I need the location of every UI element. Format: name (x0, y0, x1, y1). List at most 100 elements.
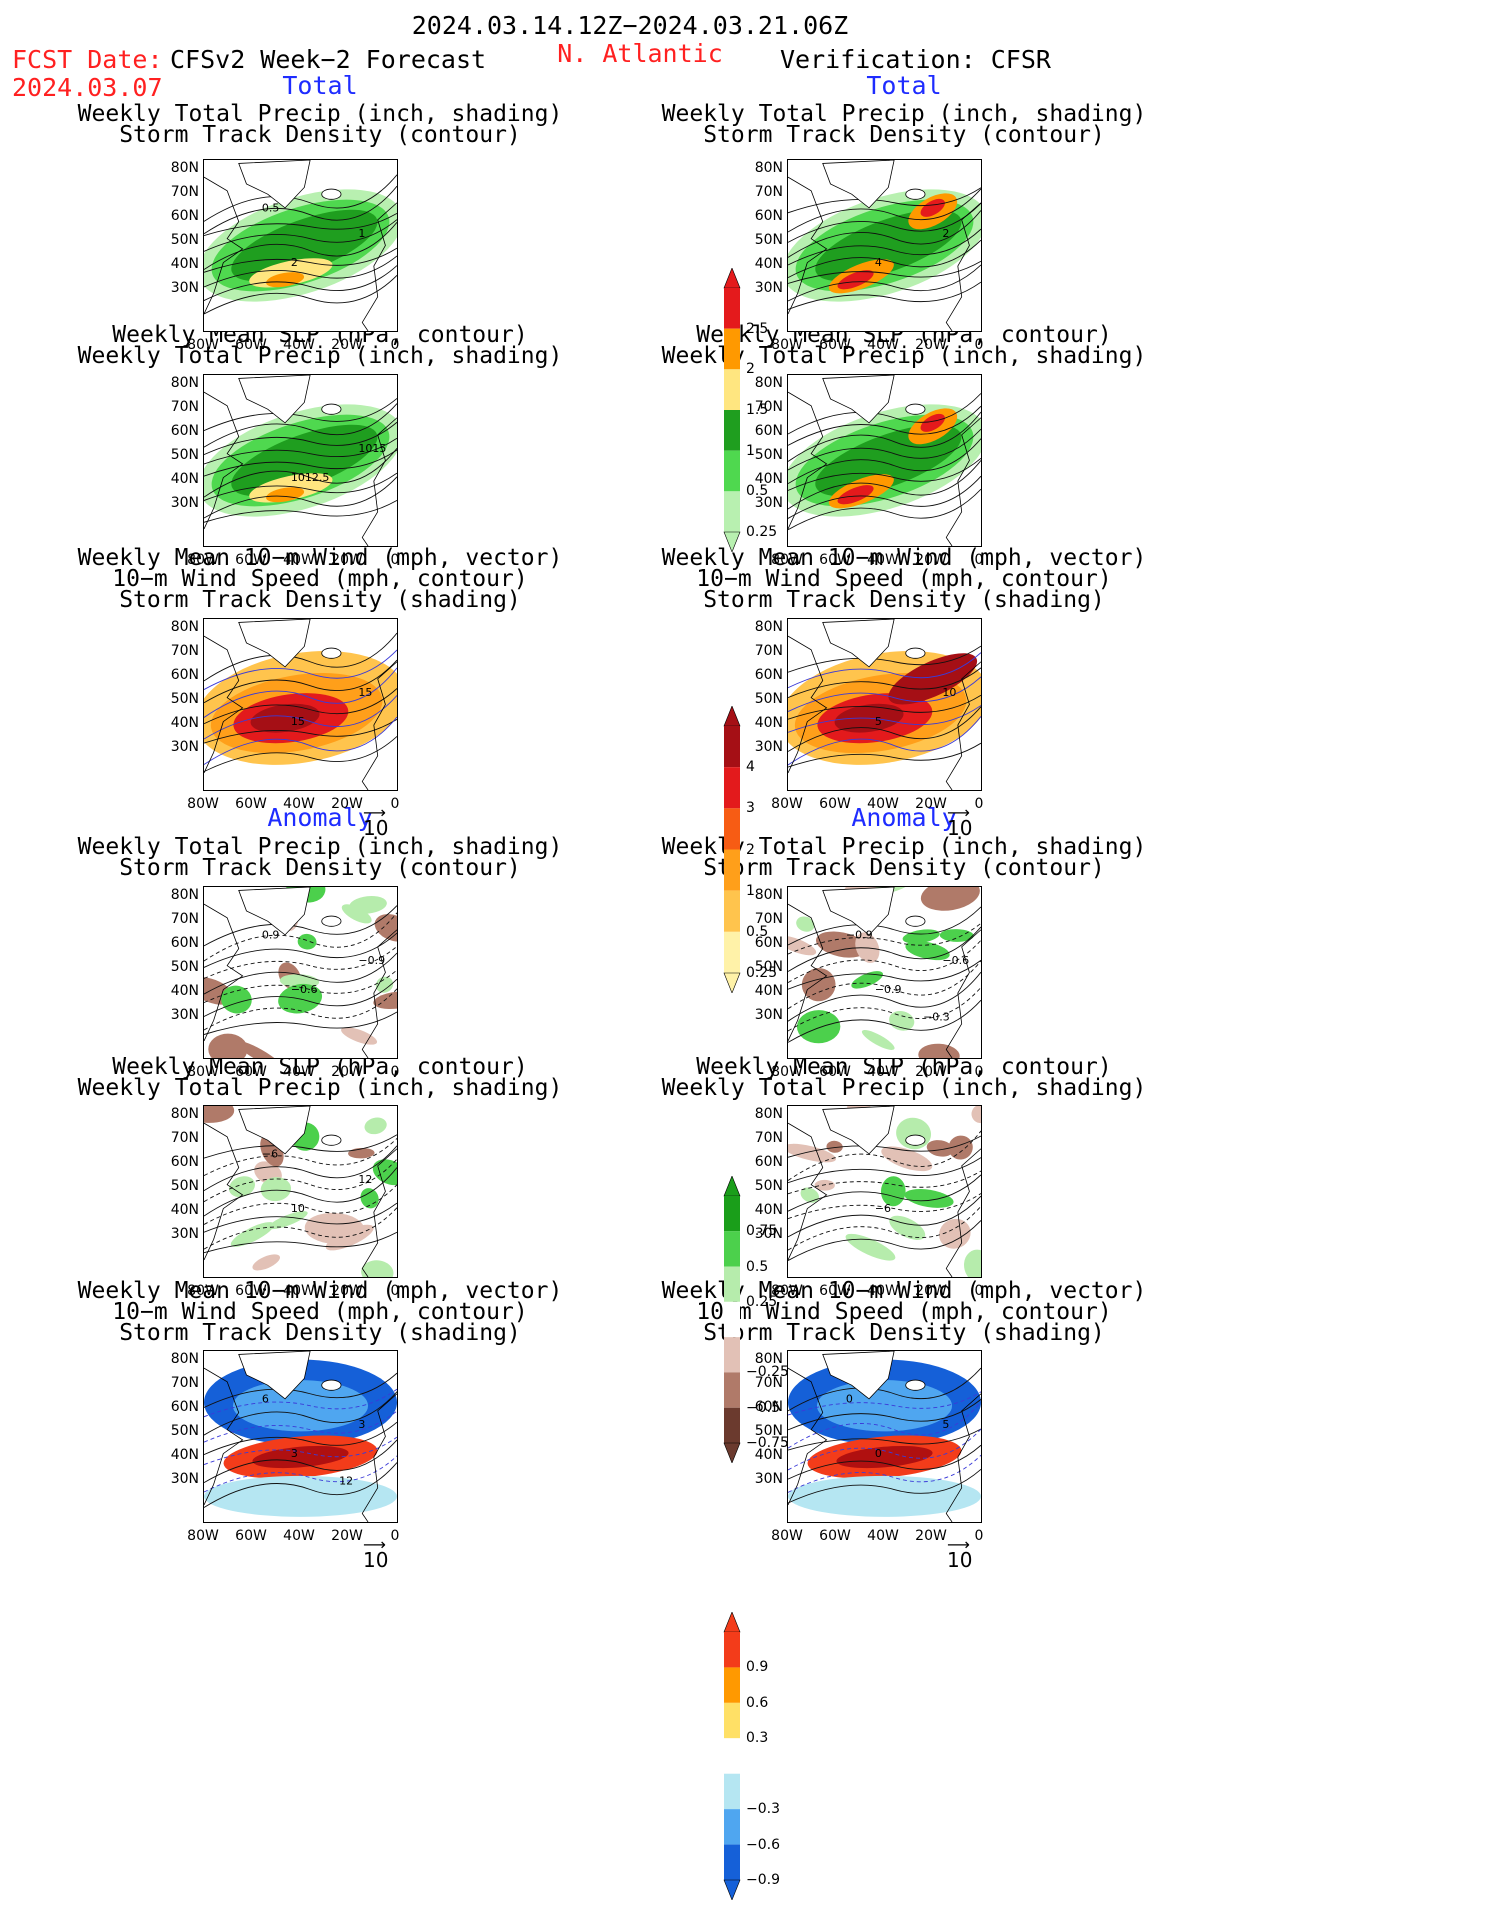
panel-title-fc-4-line0: Weekly Mean SLP (hPa, contour) (112, 1054, 528, 1080)
lon-label-fc-0-3: 20W (331, 337, 363, 353)
contour-label-vf-2-1: 10 (942, 686, 956, 699)
lat-label-vf-2-5: 30N (754, 739, 783, 755)
lon-label-vf-4-3: 20W (915, 1283, 947, 1299)
contour-label-fc-4-0: 10 (291, 1202, 305, 1215)
lat-label-vf-1-2: 60N (754, 423, 783, 439)
lon-label-vf-2-1: 60W (819, 796, 851, 812)
colorbar-label-track_anom-1: 0.6 (746, 1694, 769, 1711)
lat-label-vf-4-3: 50N (754, 1178, 783, 1194)
lat-label-fc-4-1: 70N (170, 1130, 199, 1146)
panel-title-vf-2-line0: Weekly Mean 10−m Wind (mph, vector) (661, 545, 1147, 571)
contour-label-fc-0-1: 1 (358, 227, 365, 240)
lat-label-vf-5-2: 60N (754, 1399, 783, 1415)
colorbar-label-precip_total-0: 2.5 (746, 320, 769, 337)
lon-label-fc-0-2: 40W (283, 337, 315, 353)
panel-title-vf-1-line1: Weekly Total Precip (inch, shading) (661, 343, 1147, 369)
lon-label-vf-2-3: 20W (915, 796, 947, 812)
map-panel-vf-anom_slp: −6 (787, 1105, 982, 1278)
map-panel-vf-anom_wind: 0 5 0 (787, 1350, 982, 1523)
contour-label-vf-0-1: 2 (942, 227, 949, 240)
panel-title-fc-5-line0: Weekly Mean 10−m Wind (mph, vector) (77, 1278, 563, 1304)
lon-label-fc-3-2: 40W (283, 1064, 315, 1080)
lon-label-fc-5-1: 60W (235, 1528, 267, 1544)
lon-label-fc-1-0: 80W (187, 552, 219, 568)
lat-label-vf-4-0: 80N (754, 1106, 783, 1122)
lat-label-vf-0-5: 30N (754, 280, 783, 296)
contour-label-fc-0-2: 0.5 (262, 201, 280, 214)
vector-reference-vf-5: ⟶ 10 (947, 1535, 973, 1572)
lon-label-fc-5-0: 80W (187, 1528, 219, 1544)
colorbar-label-track_total-1: 3 (746, 800, 755, 817)
lon-label-vf-2-0: 80W (771, 796, 803, 812)
map-panel-fc-anom_precip: −0.6 −0.9 0.9 (203, 886, 398, 1059)
lon-label-vf-5-2: 40W (867, 1528, 899, 1544)
lon-label-fc-3-0: 80W (187, 1064, 219, 1080)
panel-title-vf-2-line2: Storm Track Density (shading) (703, 587, 1105, 613)
panel-title-fc-2-line1: 10−m Wind Speed (mph, contour) (112, 566, 528, 592)
colorbar-precip_total: 2.5 2 1.5 1 0.5 0.25 (722, 268, 822, 552)
colorbar-label-precip_total-4: 0.5 (746, 483, 769, 500)
lon-label-fc-0-0: 80W (187, 337, 219, 353)
lon-label-fc-1-1: 60W (235, 552, 267, 568)
fcst-date: 2024.03.07 (12, 73, 163, 102)
colorbar-label-precip_anom-1: 0.5 (746, 1258, 769, 1275)
lat-label-fc-2-3: 50N (170, 691, 199, 707)
lon-label-fc-2-1: 60W (235, 796, 267, 812)
panel-title-fc-0-line1: Storm Track Density (contour) (119, 122, 521, 148)
lat-label-vf-2-3: 50N (754, 691, 783, 707)
date-range: 2024.03.14.12Z−2024.03.21.06Z (411, 11, 849, 40)
lat-label-vf-0-3: 50N (754, 232, 783, 248)
colorbar-label-precip_anom-2: 0.25 (746, 1293, 778, 1310)
lat-label-vf-0-0: 80N (754, 160, 783, 176)
lon-label-vf-5-4: 0 (974, 1528, 984, 1544)
lat-label-fc-1-4: 40N (170, 471, 199, 487)
colorbar-label-track_total-4: 0.5 (746, 923, 769, 940)
lon-label-fc-0-1: 60W (235, 337, 267, 353)
lat-label-fc-0-1: 70N (170, 184, 199, 200)
lat-label-fc-4-3: 50N (170, 1178, 199, 1194)
panel-title-vf-3-line1: Storm Track Density (contour) (703, 855, 1105, 881)
panel-title-fc-3-line0: Weekly Total Precip (inch, shading) (77, 834, 563, 860)
lon-label-fc-0-4: 0 (390, 337, 400, 353)
lon-label-fc-5-2: 40W (283, 1528, 315, 1544)
lat-label-vf-4-4: 40N (754, 1202, 783, 1218)
lon-label-vf-1-0: 80W (771, 552, 803, 568)
lat-label-fc-3-5: 30N (170, 1007, 199, 1023)
lon-label-vf-0-1: 60W (819, 337, 851, 353)
colorbar-label-track_anom-3: −0.3 (746, 1801, 780, 1818)
colorbar-label-precip_total-2: 1.5 (746, 402, 769, 418)
lat-label-fc-5-3: 50N (170, 1423, 199, 1439)
panel-title-fc-1-line1: Weekly Total Precip (inch, shading) (77, 343, 563, 369)
lat-label-vf-4-1: 70N (754, 1130, 783, 1146)
lat-label-fc-2-2: 60N (170, 667, 199, 683)
colorbar-label-track_anom-4: −0.6 (746, 1836, 780, 1853)
lon-label-vf-2-2: 40W (867, 796, 899, 812)
lon-label-vf-5-0: 80W (771, 1528, 803, 1544)
lat-label-fc-4-0: 80N (170, 1106, 199, 1122)
contour-label-vf-5-2: 0 (846, 1392, 853, 1405)
lat-label-vf-2-4: 40N (754, 715, 783, 731)
lat-label-vf-5-0: 80N (754, 1351, 783, 1367)
contour-label-vf-3-2: −0.9 (846, 928, 873, 941)
contour-label-fc-5-2: 6 (262, 1392, 269, 1405)
vector-reference-fc-2: ⟶ 10 (363, 803, 389, 840)
fcst-label: FCST Date: (12, 45, 163, 74)
lat-label-fc-0-0: 80N (170, 160, 199, 176)
map-panel-fc-anom_wind: 3 3 6 12 (203, 1350, 398, 1523)
lat-label-vf-2-0: 80N (754, 619, 783, 635)
colorbar-label-precip_total-1: 2 (746, 361, 755, 378)
contour-label-fc-5-0: 3 (291, 1447, 298, 1460)
lon-label-vf-0-2: 40W (867, 337, 899, 353)
lon-label-fc-2-2: 40W (283, 796, 315, 812)
lon-label-vf-2-4: 0 (974, 796, 984, 812)
lon-label-fc-1-4: 0 (390, 552, 400, 568)
map-panel-vf-slp_precip (787, 374, 982, 547)
lat-label-fc-5-0: 80N (170, 1351, 199, 1367)
lat-label-vf-0-1: 70N (754, 184, 783, 200)
colorbar-label-track_total-2: 2 (746, 841, 755, 858)
colorbar-label-precip_anom-4: −0.5 (746, 1399, 780, 1416)
lon-label-fc-5-4: 0 (390, 1528, 400, 1544)
lat-label-vf-1-4: 40N (754, 471, 783, 487)
lat-label-fc-3-2: 60N (170, 935, 199, 951)
panel-title-fc-2-line0: Weekly Mean 10−m Wind (mph, vector) (77, 545, 563, 571)
